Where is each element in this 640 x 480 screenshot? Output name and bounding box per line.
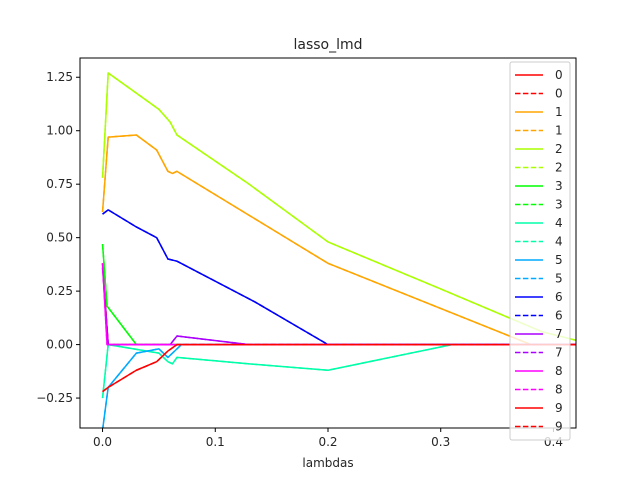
- legend-label-9: 9: [555, 401, 563, 415]
- legend-label-2: 2: [555, 142, 563, 156]
- x-axis: 0.0 0.1 0.2 0.3 0.4: [93, 428, 563, 449]
- legend-label-6: 6: [555, 290, 563, 304]
- legend-label-1: 1: [555, 124, 563, 138]
- plot-area: [101, 72, 576, 428]
- legend-label-5: 5: [555, 272, 563, 286]
- y-tick-label: 0.00: [46, 338, 73, 352]
- x-tick-label: 0.2: [318, 435, 337, 449]
- legend: 0 0 1 1 2 2 3 3 4 4 5 5 6 6 7 7 8 8 9 9: [509, 61, 571, 441]
- chart-title: lasso_lmd: [293, 37, 362, 53]
- legend-label-3: 3: [555, 179, 563, 193]
- legend-label-7: 7: [555, 346, 563, 360]
- legend-label-4: 4: [555, 235, 563, 249]
- legend-label-0: 0: [555, 87, 563, 101]
- x-tick-label: 0.1: [206, 435, 225, 449]
- y-tick-label: 1.25: [46, 70, 73, 84]
- series-line-7-dashed: [101, 267, 576, 346]
- legend-label-2: 2: [555, 161, 563, 175]
- x-tick-label: 0.3: [431, 435, 450, 449]
- legend-label-0: 0: [555, 68, 563, 82]
- legend-label-8: 8: [555, 364, 563, 378]
- legend-label-7: 7: [555, 327, 563, 341]
- y-tick-label: −0.25: [36, 391, 73, 405]
- legend-label-8: 8: [555, 383, 563, 397]
- series-line-4-dashed: [101, 343, 576, 399]
- x-axis-label: lambdas: [302, 456, 353, 470]
- y-tick-label: 0.50: [46, 231, 73, 245]
- legend-label-6: 6: [555, 309, 563, 323]
- series-line-9-dashed: [102, 343, 576, 393]
- legend-box: [509, 61, 571, 441]
- y-axis: −0.25 0.00 0.25 0.50 0.75 1.00 1.25: [36, 70, 80, 405]
- legend-label-5: 5: [555, 253, 563, 267]
- y-tick-label: 1.00: [46, 124, 73, 138]
- y-tick-label: 0.25: [46, 284, 73, 298]
- legend-label-9: 9: [555, 420, 563, 434]
- series-line-1-dashed: [101, 134, 576, 346]
- series-line-2-dashed: [101, 72, 576, 342]
- y-tick-label: 0.75: [46, 177, 73, 191]
- legend-label-3: 3: [555, 198, 563, 212]
- x-tick-label: 0.0: [93, 435, 112, 449]
- legend-label-1: 1: [555, 105, 563, 119]
- legend-label-4: 4: [555, 216, 563, 230]
